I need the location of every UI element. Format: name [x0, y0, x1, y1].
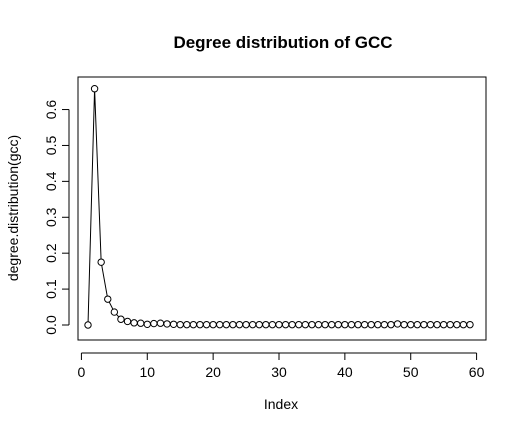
data-point [242, 320, 250, 329]
data-point [262, 320, 270, 329]
y-axis-label: degree.distribution(gcc) [5, 135, 21, 281]
data-point [110, 308, 119, 316]
data-point [104, 295, 112, 303]
data-point [413, 320, 422, 329]
data-point [143, 320, 151, 328]
data-point [130, 319, 138, 327]
data-point [314, 320, 323, 329]
chart-title: Degree distribution of GCC [173, 33, 392, 52]
data-point [295, 320, 303, 329]
x-axis: 0 10 20 30 40 50 60 [78, 352, 485, 380]
x-tick-label: 60 [469, 364, 485, 380]
y-tick-label: 0.6 [43, 100, 59, 120]
data-point [189, 320, 198, 329]
data-point [466, 320, 474, 329]
data-point [176, 320, 184, 329]
data-point [327, 320, 336, 329]
data-point [222, 320, 231, 329]
data-point [407, 320, 415, 329]
data-point [367, 320, 375, 329]
y-tick-label: 0.3 [43, 207, 59, 227]
data-point [341, 320, 349, 329]
data-point [255, 320, 263, 329]
data-point [347, 320, 356, 329]
data-point [150, 319, 158, 328]
data-point [196, 320, 204, 329]
data-point [308, 320, 316, 329]
data-point [268, 320, 277, 329]
data-point [229, 320, 237, 329]
data-point [248, 320, 257, 329]
data-point [301, 320, 310, 329]
data-point [420, 320, 428, 329]
data-point [400, 320, 408, 329]
data-point [275, 320, 283, 329]
data-point [84, 321, 92, 329]
data-point [281, 320, 290, 329]
data-point [439, 320, 448, 329]
data-point [90, 85, 99, 93]
x-tick-label: 30 [271, 364, 287, 380]
data-point [380, 320, 389, 329]
x-tick-label: 0 [78, 364, 86, 380]
y-axis: 0.0 0.1 0.2 0.3 0.4 0.5 0.6 [43, 100, 70, 335]
data-point [354, 320, 362, 329]
data-point [446, 320, 454, 329]
data-point [216, 320, 224, 329]
data-point [459, 320, 468, 329]
plot-area-frame [77, 76, 487, 341]
x-tick-label: 10 [139, 364, 155, 380]
x-tick-label: 50 [403, 364, 419, 380]
data-point [453, 320, 461, 329]
data-point [321, 320, 329, 329]
y-tick-label: 0.5 [43, 136, 59, 156]
data-point [426, 320, 435, 329]
data-point [202, 320, 211, 329]
x-tick-label: 20 [205, 364, 221, 380]
x-tick-label: 40 [337, 364, 353, 380]
data-point [334, 320, 342, 329]
data-point [433, 320, 441, 329]
y-tick-label: 0.4 [43, 171, 59, 191]
data-point [374, 320, 382, 329]
data-point [183, 320, 191, 329]
data-point [288, 320, 296, 329]
data-point [117, 315, 125, 323]
data-point [209, 320, 217, 329]
y-tick-label: 0.0 [43, 315, 59, 335]
data-point [393, 320, 402, 328]
y-tick-label: 0.2 [43, 243, 59, 263]
data-point [169, 320, 178, 328]
x-axis-label: Index [264, 396, 298, 412]
series-layer [84, 85, 474, 329]
data-point [136, 319, 145, 327]
y-tick-label: 0.1 [43, 279, 59, 299]
data-point [235, 320, 244, 329]
data-point [387, 320, 395, 329]
data-point [123, 317, 132, 326]
data-point [156, 319, 165, 327]
data-point [163, 320, 171, 328]
data-point [97, 258, 105, 266]
data-point [360, 320, 369, 329]
